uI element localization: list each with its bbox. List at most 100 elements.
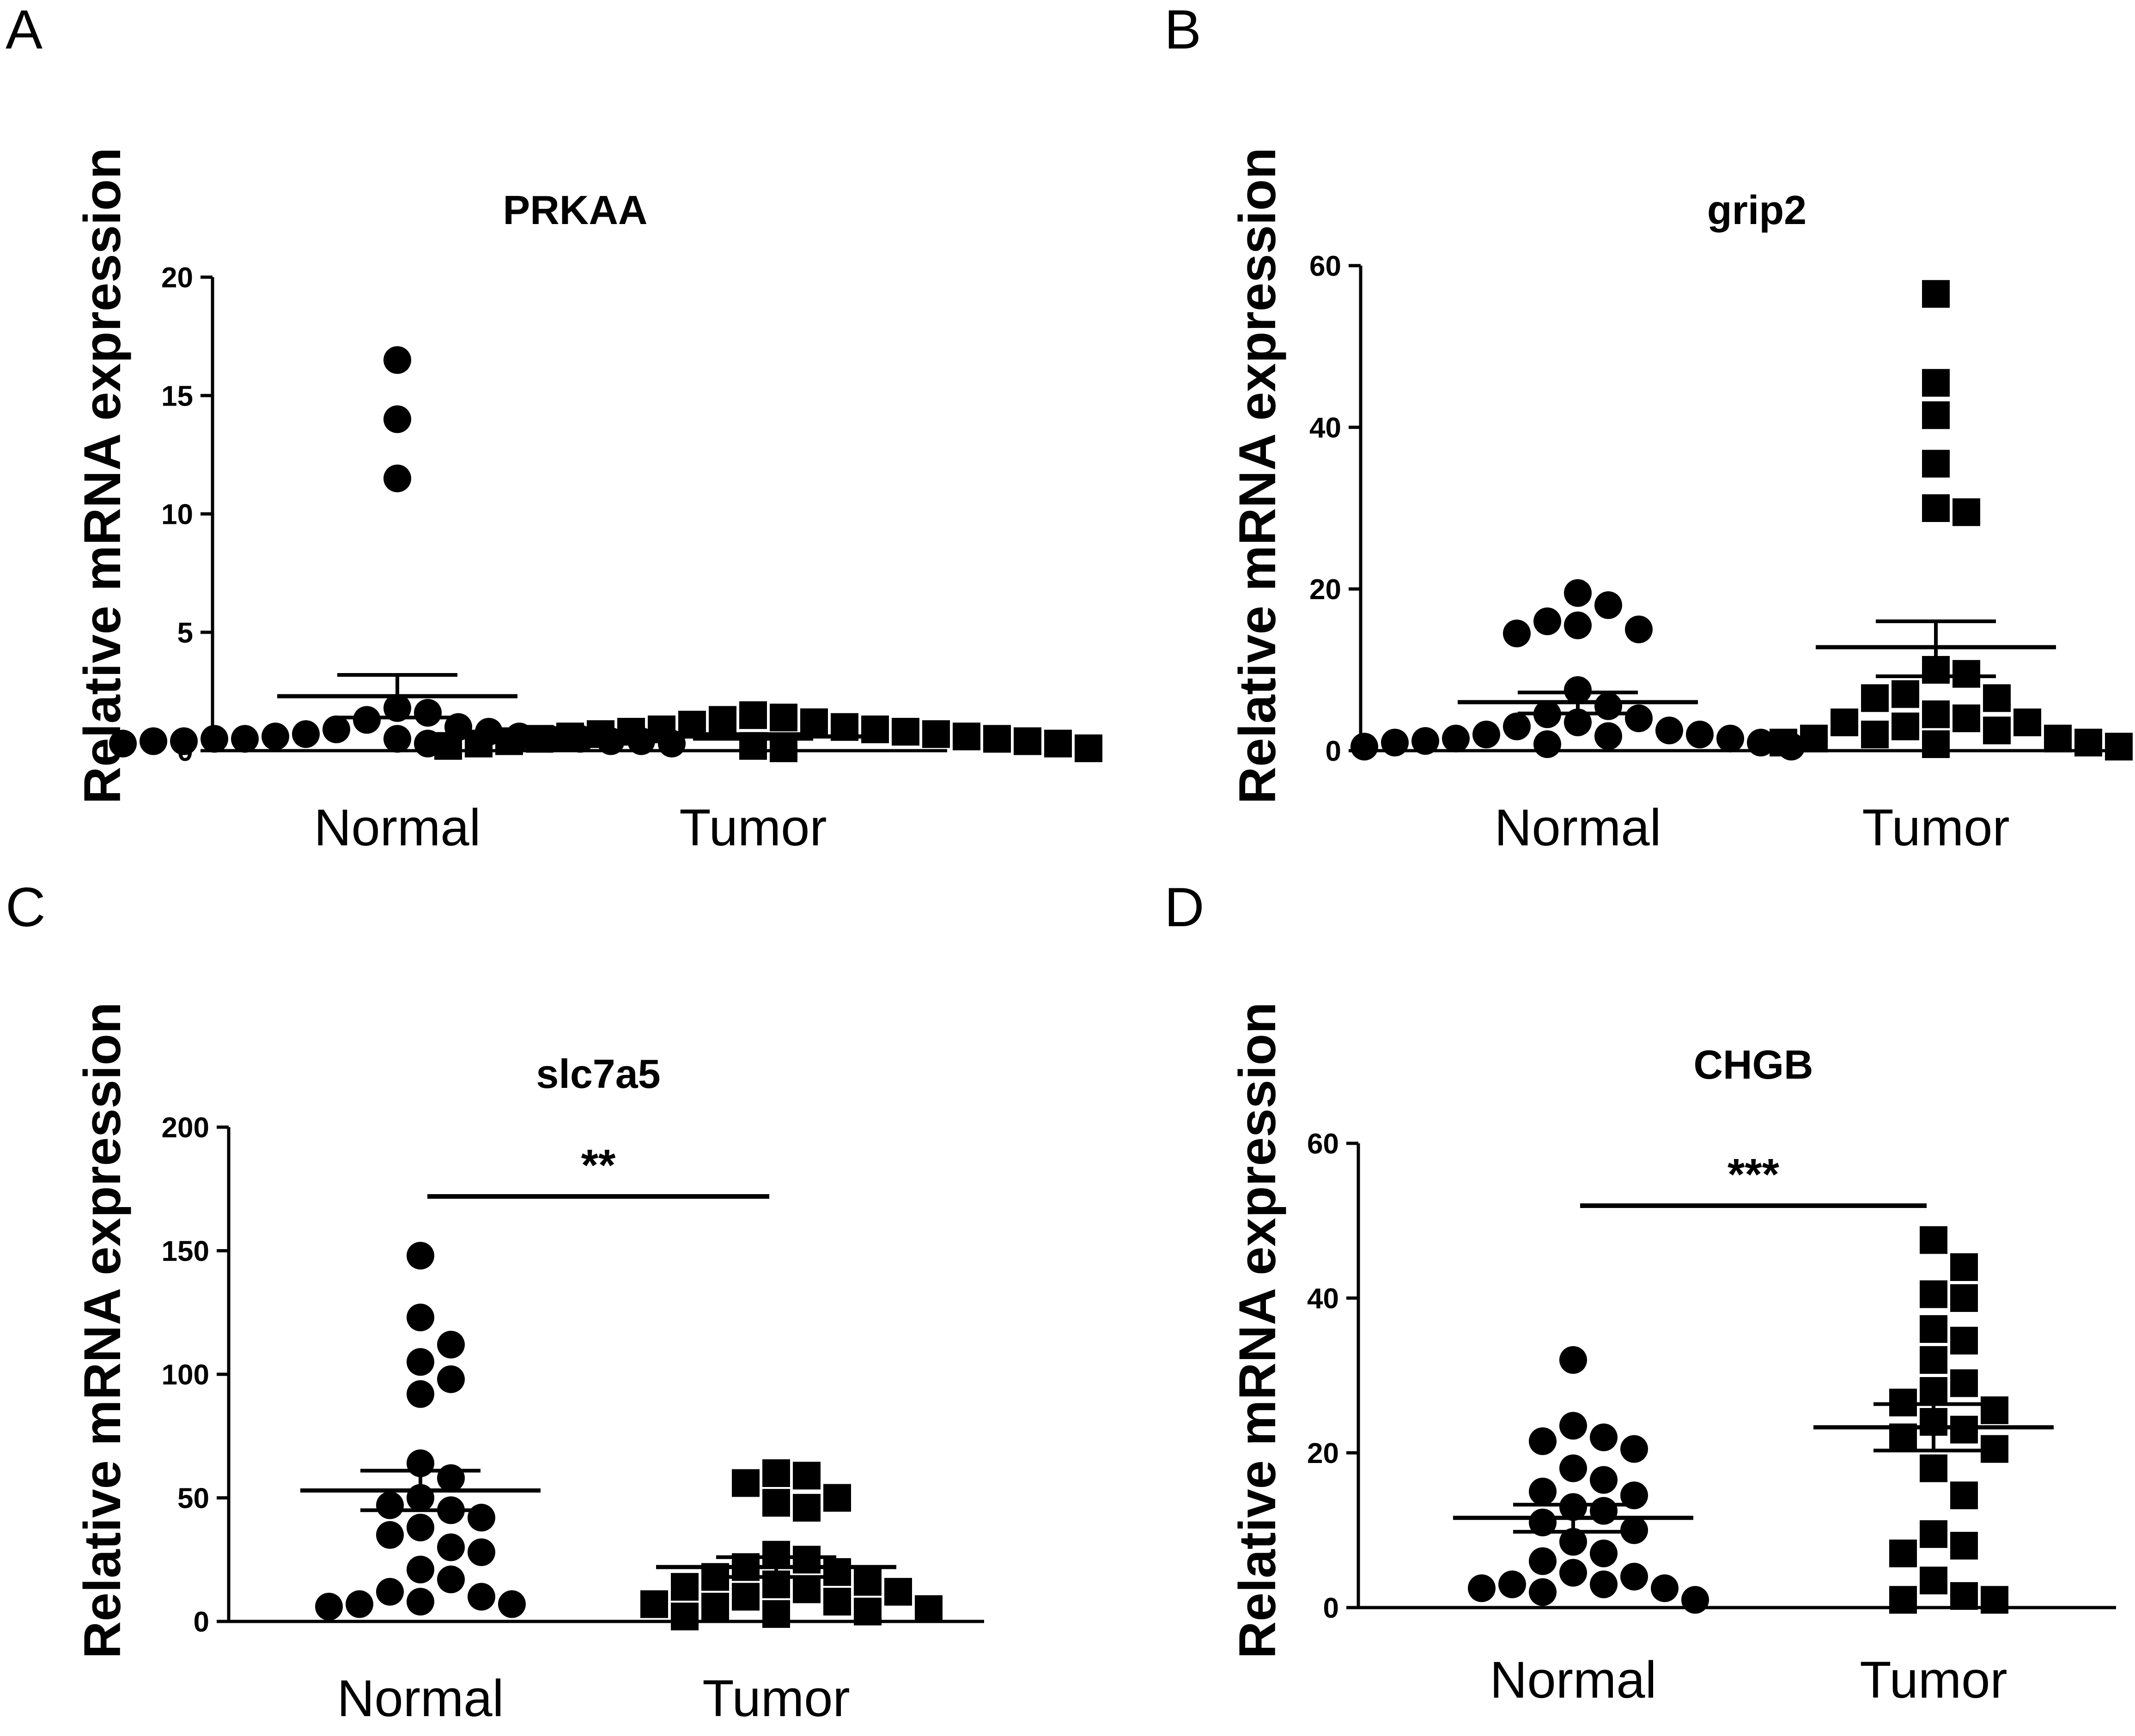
data-point	[1681, 1586, 1709, 1614]
data-point	[1564, 676, 1592, 704]
data-point	[468, 1583, 495, 1611]
data-point	[709, 706, 736, 734]
chart-title: PRKAA	[503, 187, 648, 233]
data-point	[1889, 1539, 1917, 1567]
data-point	[732, 1583, 760, 1611]
data-point	[854, 1568, 882, 1596]
y-tick-label: 0	[1323, 1592, 1339, 1624]
data-point	[1503, 712, 1531, 741]
y-tick-label: 20	[161, 262, 193, 294]
data-point	[407, 1588, 434, 1616]
data-point	[648, 715, 675, 743]
data-point	[762, 1489, 790, 1517]
significance-label: ***	[1727, 1150, 1780, 1199]
data-point	[1983, 684, 2011, 712]
data-point	[1529, 1578, 1557, 1606]
data-point	[739, 701, 767, 729]
data-point	[383, 464, 411, 492]
data-point	[376, 1491, 404, 1519]
x-category-label: Tumor	[679, 799, 827, 856]
y-tick-label: 40	[1309, 412, 1341, 444]
y-tick-label: 5	[177, 617, 193, 649]
data-point	[1529, 1427, 1557, 1455]
x-category-label: Tumor	[1860, 1651, 2007, 1709]
data-point	[861, 715, 889, 743]
data-point	[2044, 724, 2072, 753]
data-point	[762, 1600, 790, 1628]
data-point	[231, 725, 259, 753]
data-point	[983, 725, 1011, 753]
data-point	[2074, 728, 2102, 757]
data-point	[383, 346, 411, 374]
data-point	[1533, 607, 1561, 635]
data-point	[383, 405, 411, 433]
data-point	[671, 1602, 699, 1631]
data-point	[292, 720, 320, 748]
data-point	[1620, 1481, 1648, 1510]
y-tick-label: 15	[161, 380, 193, 412]
data-point	[1625, 615, 1653, 643]
data-point	[1920, 1454, 1947, 1482]
data-point	[1950, 1532, 1978, 1560]
data-point	[201, 725, 228, 753]
data-point	[498, 1590, 526, 1618]
data-point	[1590, 1497, 1618, 1525]
data-point	[1014, 727, 1041, 755]
data-point	[1981, 1396, 2008, 1424]
data-point	[1559, 1559, 1587, 1587]
data-point	[1559, 1412, 1587, 1440]
data-point	[1594, 722, 1622, 750]
data-point	[1620, 1516, 1648, 1544]
data-point	[1590, 1539, 1618, 1567]
y-tick-label: 100	[162, 1359, 209, 1391]
panel-d: D CHGB Relative mRNA expression 0 20 40 60 Norm…	[1164, 876, 2116, 1709]
y-tick-label: 150	[162, 1236, 209, 1268]
data-point	[468, 1538, 495, 1566]
data-point	[1529, 1508, 1557, 1536]
data-point	[437, 1533, 465, 1561]
data-point	[1529, 1477, 1557, 1505]
data-point	[407, 1348, 434, 1376]
data-point	[315, 1592, 343, 1621]
data-point	[1950, 1415, 1978, 1444]
data-point	[854, 1597, 882, 1626]
data-point	[2105, 733, 2133, 761]
data-point	[140, 727, 167, 755]
y-tick-label: 40	[1307, 1283, 1339, 1315]
data-point	[353, 706, 381, 734]
data-point	[1559, 1528, 1587, 1556]
data-point	[1800, 724, 1828, 753]
data-point	[1920, 1346, 1947, 1374]
data-point	[884, 1578, 912, 1606]
y-tick-label: 50	[177, 1483, 209, 1515]
x-category-label: Tumor	[1862, 799, 2009, 856]
series-tumor	[1813, 1226, 2054, 1614]
data-point	[793, 1462, 821, 1490]
panel-letter: B	[1164, 0, 1201, 61]
data-point	[1655, 716, 1683, 745]
data-point	[1533, 730, 1561, 758]
data-point	[1922, 369, 1950, 397]
y-tick-label: 60	[1307, 1128, 1339, 1160]
data-point	[762, 1459, 790, 1487]
y-tick-label: 20	[1307, 1438, 1339, 1469]
panel-letter: C	[6, 876, 46, 938]
data-point	[1625, 704, 1653, 732]
data-point	[407, 1303, 434, 1331]
data-point	[1983, 716, 2011, 745]
panel-letter: A	[6, 0, 43, 61]
data-point	[1892, 680, 1919, 708]
data-point	[1831, 708, 1858, 736]
data-point	[1559, 1346, 1587, 1374]
data-point	[1889, 1586, 1917, 1614]
data-point	[922, 720, 950, 748]
data-point	[437, 1566, 465, 1594]
x-category-label: Tumor	[702, 1669, 850, 1727]
y-axis-label: Relative mRNA expression	[73, 147, 131, 804]
data-point	[1620, 1435, 1648, 1463]
x-category-label: Normal	[1490, 1651, 1657, 1709]
panel-letter: D	[1164, 876, 1204, 938]
data-point	[1594, 591, 1622, 619]
